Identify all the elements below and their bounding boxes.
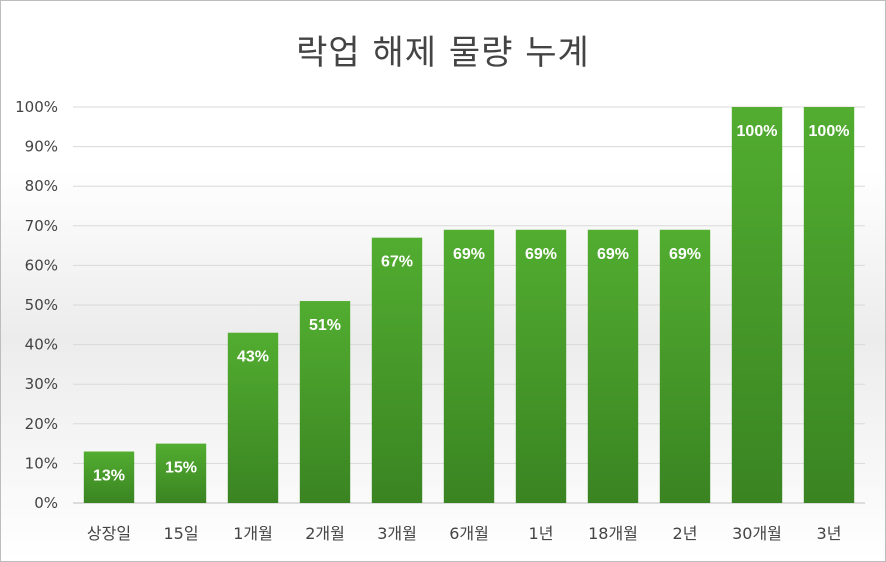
- bar: [299, 301, 351, 503]
- y-tick-label: 10%: [25, 454, 58, 472]
- x-tick-label: 2년: [673, 524, 698, 543]
- chart-title: 락업 해제 물량 누계: [296, 33, 590, 73]
- y-tick-label: 90%: [25, 138, 58, 156]
- bar: [83, 451, 135, 503]
- x-tick-label: 3년: [817, 524, 842, 543]
- bar: [803, 107, 855, 503]
- x-tick-label: 30개월: [732, 524, 782, 543]
- bar: [155, 443, 207, 503]
- bar: [515, 229, 567, 503]
- bar: [587, 229, 639, 503]
- data-label: 13%: [93, 468, 125, 485]
- bar: [227, 332, 279, 503]
- bar: [731, 107, 783, 503]
- x-tick-label: 상장일: [87, 524, 131, 543]
- x-tick-label: 18개월: [588, 524, 638, 543]
- data-label: 15%: [165, 460, 197, 477]
- data-labels: 13% 15% 43% 51% 67% 69% 69% 69% 69% 100% 100%: [93, 123, 849, 485]
- data-label: 100%: [737, 123, 778, 140]
- x-axis-ticks: 상장일 15일 1개월 2개월 3개월 6개월 1년 18개월 2년 30개월 3년: [87, 524, 842, 543]
- data-label: 67%: [381, 254, 413, 271]
- bars: [83, 107, 855, 503]
- data-label: 100%: [809, 123, 850, 140]
- data-label: 43%: [237, 349, 269, 366]
- bar: [659, 229, 711, 503]
- y-tick-label: 60%: [25, 256, 58, 274]
- bar: [371, 237, 423, 503]
- x-tick-label: 2개월: [305, 524, 345, 543]
- x-tick-label: 15일: [163, 524, 198, 543]
- x-tick-label: 1개월: [233, 524, 273, 543]
- data-label: 69%: [597, 246, 629, 263]
- data-label: 51%: [309, 317, 341, 334]
- x-tick-label: 6개월: [449, 524, 489, 543]
- y-tick-label: 70%: [25, 217, 58, 235]
- y-tick-label: 50%: [25, 296, 58, 314]
- x-tick-label: 3개월: [377, 524, 417, 543]
- data-label: 69%: [453, 246, 485, 263]
- y-tick-label: 20%: [25, 415, 58, 433]
- y-tick-label: 40%: [25, 336, 58, 354]
- data-label: 69%: [669, 246, 701, 263]
- bar: [443, 229, 495, 503]
- data-label: 69%: [525, 246, 557, 263]
- y-tick-label: 100%: [15, 98, 58, 116]
- y-axis-ticks: 0% 10% 20% 30% 40% 50% 60% 70% 80% 90% 100%: [15, 98, 58, 512]
- x-tick-label: 1년: [529, 524, 554, 543]
- y-tick-label: 30%: [25, 375, 58, 393]
- y-tick-label: 80%: [25, 177, 58, 195]
- y-tick-label: 0%: [34, 494, 58, 512]
